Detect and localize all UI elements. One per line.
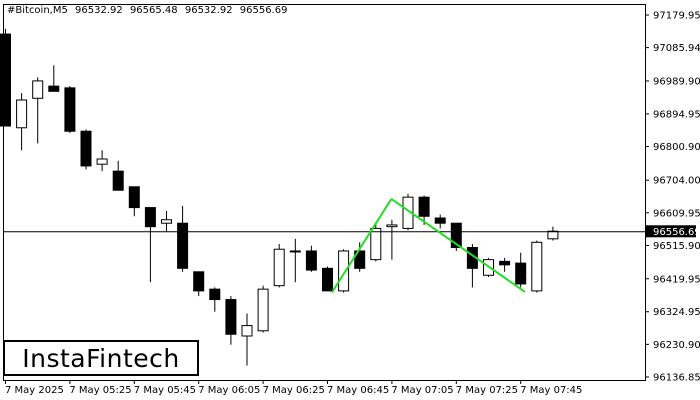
candle-body-bear	[434, 217, 446, 224]
x-tick-label: 7 May 06:05	[198, 385, 260, 396]
candle	[370, 223, 382, 262]
candle	[531, 240, 543, 293]
candle-body-bear	[225, 299, 237, 335]
candle-body-bull	[386, 224, 398, 228]
high-value: 96565.48	[129, 5, 178, 16]
y-tick-label: 97085.94	[653, 43, 700, 54]
candle	[112, 160, 124, 191]
candle	[96, 150, 108, 172]
candle-body-bear	[112, 170, 124, 191]
y-tick-label: 96324.95	[653, 307, 700, 318]
symbol-label: #Bitcoin,M5	[7, 5, 68, 16]
y-tick-label: 96419.95	[653, 274, 700, 285]
candle-body-bear	[450, 222, 462, 249]
candle	[225, 296, 237, 345]
candle-body-bear	[128, 186, 140, 209]
candle	[0, 28, 11, 127]
instafintech-logo: InstaFintech	[3, 340, 199, 376]
open-value: 96532.92	[75, 5, 123, 16]
candle	[177, 205, 189, 272]
current-price-badge	[646, 225, 696, 238]
candle-body-bear	[418, 196, 430, 217]
y-tick-label: 96989.90	[653, 76, 700, 87]
candle-body-bull	[289, 250, 301, 253]
x-tick-label: 7 May 05:25	[69, 385, 131, 396]
candle	[128, 186, 140, 217]
pattern-line	[330, 198, 393, 294]
y-tick-label: 96800.90	[653, 142, 700, 153]
y-tick-label: 96136.85	[653, 373, 700, 384]
low-value: 96532.92	[184, 5, 233, 16]
candle	[241, 313, 253, 366]
candle-body-bear	[193, 271, 205, 292]
candle-body-bear	[177, 222, 189, 269]
candle	[338, 249, 350, 293]
candle-body-bull	[273, 248, 285, 287]
candle	[305, 245, 317, 272]
y-tick-label: 96894.95	[653, 109, 700, 120]
candle-body-bear	[515, 262, 527, 285]
candle	[32, 77, 44, 144]
candle	[273, 244, 285, 288]
candle-body-bear	[64, 87, 76, 132]
candle	[547, 226, 559, 241]
candle	[418, 195, 430, 225]
candle	[48, 65, 60, 92]
current-price-label: 96556.69	[653, 227, 700, 238]
candle	[322, 266, 333, 292]
candle-body-bear	[354, 250, 366, 269]
candle	[515, 252, 527, 288]
candle	[257, 285, 269, 333]
x-tick-label: 7 May 05:45	[134, 385, 196, 396]
x-tick-label: 7 May 2025	[5, 385, 64, 396]
logo-text: InstaFintech	[22, 343, 180, 373]
y-tick-label: 96704.00	[653, 176, 700, 187]
candle-body-bull	[370, 227, 382, 261]
y-tick-label: 96230.90	[653, 340, 700, 351]
candle	[289, 238, 301, 283]
candle	[386, 219, 398, 260]
candle-body-bear	[48, 85, 60, 92]
candle	[209, 287, 221, 312]
close-value: 96556.69	[239, 5, 288, 16]
candle-body-bear	[0, 33, 11, 127]
candle-body-bull	[161, 219, 172, 224]
candle-body-bull	[241, 325, 253, 337]
candle-body-bear	[305, 250, 317, 271]
candle	[80, 129, 92, 170]
candle	[434, 214, 446, 229]
candle-body-bear	[80, 130, 92, 167]
candle	[161, 211, 172, 232]
y-tick-label: 96515.90	[653, 241, 700, 252]
symbol-info: #Bitcoin,M5 96532.92 96565.48 96532.92 9…	[7, 5, 291, 16]
x-tick-label: 7 May 06:45	[327, 385, 389, 396]
candle	[64, 86, 76, 133]
y-tick-label: 97179.95	[653, 11, 700, 22]
candle-body-bull	[338, 250, 350, 292]
y-tick-label: 96609.95	[653, 208, 700, 219]
candle	[499, 257, 511, 272]
candle-body-bear	[499, 260, 511, 266]
x-tick-label: 7 May 07:25	[456, 385, 518, 396]
candle-body-bear	[322, 267, 333, 292]
candle-body-bull	[257, 288, 269, 332]
x-tick-label: 7 May 06:25	[263, 385, 325, 396]
candle-body-bear	[209, 288, 221, 301]
candle-body-bull	[531, 241, 543, 292]
candle	[450, 222, 462, 251]
pattern-line	[390, 198, 526, 293]
plot-frame	[3, 4, 646, 381]
x-tick-label: 7 May 07:45	[520, 385, 582, 396]
candle-body-bull	[96, 158, 108, 165]
candle	[16, 93, 28, 151]
x-tick-label: 7 May 07:05	[391, 385, 453, 396]
candle-body-bull	[547, 230, 559, 240]
candle	[144, 207, 156, 283]
candle-body-bull	[32, 80, 44, 99]
candle-body-bull	[16, 99, 28, 129]
candle-body-bear	[144, 207, 156, 228]
candle	[193, 271, 205, 297]
